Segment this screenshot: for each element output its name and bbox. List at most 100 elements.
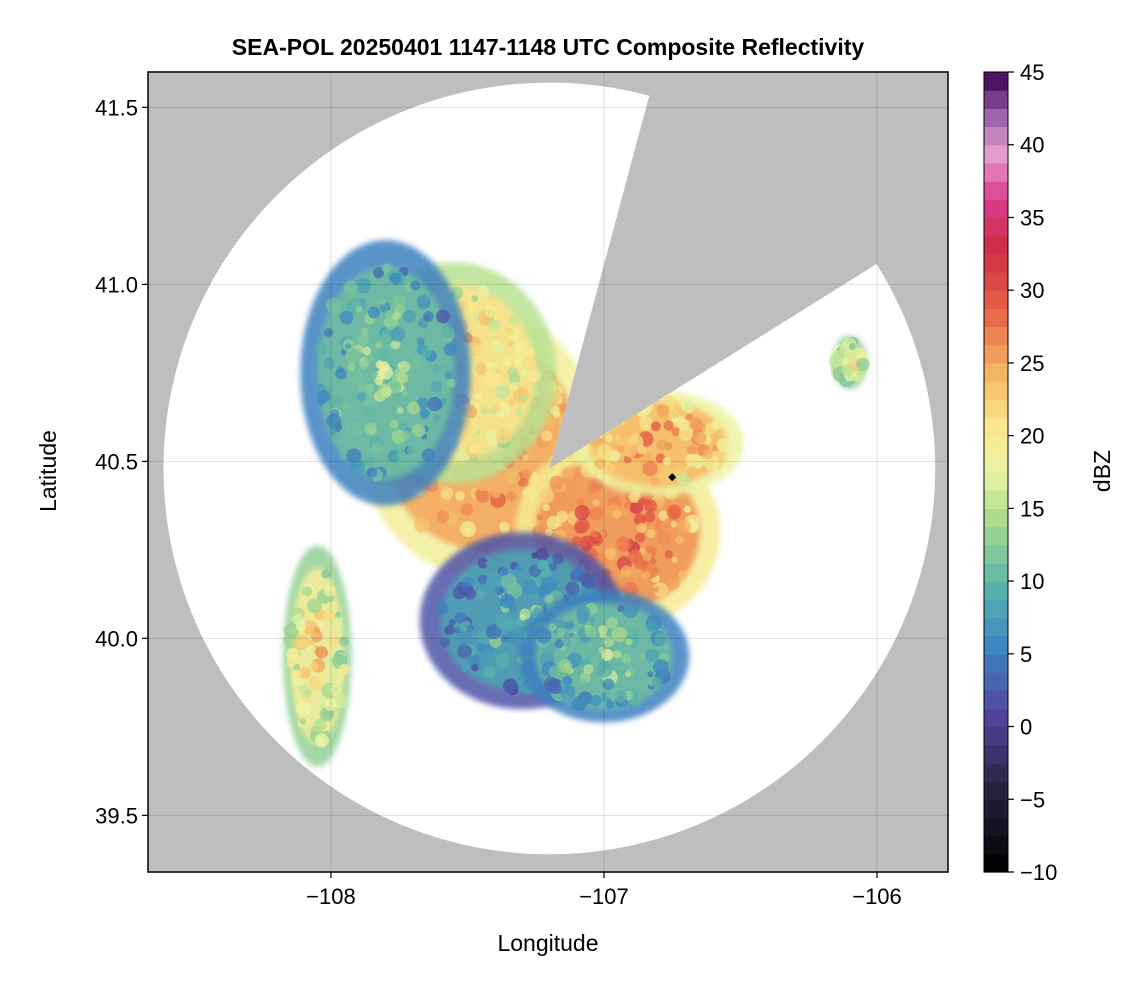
echo-layer bbox=[283, 240, 870, 767]
colorbar-segment bbox=[984, 199, 1008, 219]
echo-cell bbox=[505, 327, 514, 336]
echo-cell bbox=[306, 598, 322, 614]
echo-cell bbox=[646, 622, 657, 633]
echo-cell bbox=[548, 623, 557, 632]
echo-cell bbox=[338, 636, 349, 647]
echo-cell bbox=[711, 418, 723, 430]
echo-cell bbox=[477, 657, 484, 664]
colorbar-segment bbox=[984, 217, 1008, 237]
colorbar-tick-label: 40 bbox=[1020, 133, 1044, 158]
echo-cell bbox=[518, 393, 527, 402]
colorbar-segment bbox=[984, 653, 1008, 673]
echo-cell bbox=[538, 488, 555, 504]
echo-cell bbox=[475, 589, 486, 600]
echo-cell bbox=[421, 448, 436, 462]
echo-cell bbox=[343, 280, 359, 296]
colorbar-segment bbox=[984, 417, 1008, 437]
echo-cell bbox=[603, 636, 614, 648]
echo-cell bbox=[504, 617, 517, 631]
echo-cell bbox=[360, 327, 369, 336]
echo-cell bbox=[410, 280, 421, 291]
echo-cell bbox=[295, 700, 311, 716]
x-axis-label: Longitude bbox=[497, 930, 598, 956]
echo-cell bbox=[519, 369, 528, 377]
echo-cell bbox=[548, 562, 558, 572]
echo-cell bbox=[401, 389, 408, 397]
echo-cell bbox=[654, 632, 667, 646]
echo-cell bbox=[406, 401, 420, 415]
echo-cell bbox=[439, 637, 451, 648]
echo-cell bbox=[598, 625, 608, 635]
echo-cell bbox=[356, 333, 370, 347]
echo-cell bbox=[500, 573, 517, 590]
echo-cell bbox=[468, 342, 484, 358]
echo-cell bbox=[596, 444, 613, 460]
colorbar-segment bbox=[984, 90, 1008, 109]
echo-cell bbox=[562, 675, 573, 686]
echo-cell bbox=[602, 678, 615, 691]
echo-cell bbox=[664, 550, 674, 559]
echo-cell bbox=[460, 665, 468, 673]
echo-cell bbox=[565, 581, 580, 596]
echo-cell bbox=[492, 602, 503, 613]
echo-cell bbox=[351, 297, 362, 308]
echo-cell bbox=[490, 408, 497, 415]
echo-cell bbox=[466, 624, 474, 633]
echo-cell bbox=[367, 467, 378, 478]
echo-cell bbox=[613, 650, 622, 659]
echo-cell bbox=[622, 602, 639, 619]
colorbar-segment bbox=[984, 472, 1008, 491]
echo-cell bbox=[323, 584, 336, 597]
echo-cell bbox=[395, 371, 409, 384]
echo-cell bbox=[486, 574, 501, 589]
colorbar-tick-label: 30 bbox=[1020, 278, 1044, 303]
echo-cell bbox=[841, 363, 855, 377]
echo-cell bbox=[675, 535, 684, 544]
echo-cell bbox=[625, 671, 632, 678]
echo-cell bbox=[401, 430, 411, 440]
colorbar-segment bbox=[984, 399, 1008, 419]
echo-cell bbox=[843, 346, 860, 363]
echo-cell bbox=[583, 663, 594, 675]
colorbar-segment bbox=[984, 544, 1008, 564]
colorbar-segment bbox=[984, 562, 1008, 582]
x-tick-label: −108 bbox=[306, 884, 356, 909]
echo-cell bbox=[416, 337, 425, 346]
echo-cell bbox=[335, 655, 347, 666]
echo-cell bbox=[556, 627, 566, 637]
echo-cell bbox=[315, 736, 325, 745]
echo-cell bbox=[443, 342, 457, 356]
colorbar-segment bbox=[984, 253, 1008, 273]
echo-cell bbox=[576, 612, 589, 625]
echo-cell bbox=[345, 343, 352, 350]
echo-cell bbox=[380, 386, 392, 398]
echo-cell bbox=[467, 654, 481, 668]
colorbar-tick-label: 0 bbox=[1020, 715, 1032, 740]
echo-cell bbox=[495, 653, 511, 669]
echo-cell bbox=[390, 339, 401, 350]
echo-cell bbox=[686, 444, 698, 455]
colorbar-segment bbox=[984, 144, 1008, 164]
echo-cell bbox=[293, 663, 301, 672]
echo-cell bbox=[316, 389, 331, 404]
echo-cell bbox=[382, 263, 393, 274]
echo-cell bbox=[349, 459, 365, 475]
echo-cell bbox=[527, 369, 541, 383]
echo-cell bbox=[664, 442, 673, 451]
echo-cell bbox=[396, 406, 404, 415]
echo-cell bbox=[389, 272, 401, 284]
echo-cell bbox=[662, 464, 673, 476]
echo-cell bbox=[592, 499, 600, 507]
echo-cell bbox=[678, 570, 688, 581]
echo-cell bbox=[644, 499, 658, 513]
echo-cell bbox=[441, 325, 455, 339]
echo-cell bbox=[344, 348, 361, 364]
echo-cell bbox=[636, 522, 647, 533]
echo-cell bbox=[371, 442, 384, 455]
echo-cell bbox=[307, 644, 316, 654]
echo-cell bbox=[421, 347, 432, 358]
echo-cell bbox=[341, 401, 350, 410]
echo-cell bbox=[573, 566, 584, 577]
echo-cell bbox=[535, 547, 549, 562]
